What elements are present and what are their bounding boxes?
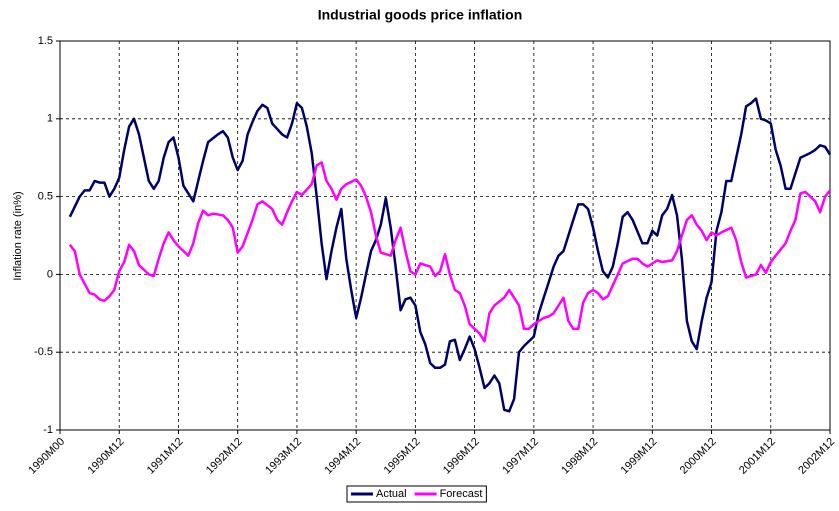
x-tick-label: 1997M12 <box>500 436 541 477</box>
x-tick-label: 1992M12 <box>204 436 245 477</box>
x-tick-label: 2001M12 <box>737 436 778 477</box>
chart-title: Industrial goods price inflation <box>318 7 523 23</box>
x-tick-label: 1994M12 <box>322 436 363 477</box>
x-tick-label: 2002M12 <box>796 436 837 477</box>
x-tick-label: 1990M12 <box>85 436 126 477</box>
y-tick-label: 0 <box>47 268 53 280</box>
y-tick-label: 0.5 <box>38 191 53 203</box>
x-tick-label: 1991M12 <box>145 436 186 477</box>
plot-border <box>59 40 831 431</box>
x-tick-label: 1995M12 <box>382 436 423 477</box>
x-tick-label: 2000M12 <box>678 436 719 477</box>
x-tick-label: 1993M12 <box>263 436 304 477</box>
y-tick-label: -0.5 <box>34 346 53 358</box>
x-tick-label: 1990M00 <box>26 436 67 477</box>
y-tick-label: 1.5 <box>38 35 53 47</box>
y-axis-label: Inflation rate (in%) <box>12 191 24 280</box>
series-line <box>68 161 831 343</box>
x-tick-label: 1999M12 <box>619 436 660 477</box>
x-tick-label: 1998M12 <box>559 436 600 477</box>
x-tick-label: 1996M12 <box>441 436 482 477</box>
legend-label: Forecast <box>440 488 483 500</box>
y-tick-label: -1 <box>43 424 53 436</box>
y-tick-label: 1 <box>47 113 53 125</box>
series-line <box>68 97 832 413</box>
legend-label: Actual <box>376 488 407 500</box>
